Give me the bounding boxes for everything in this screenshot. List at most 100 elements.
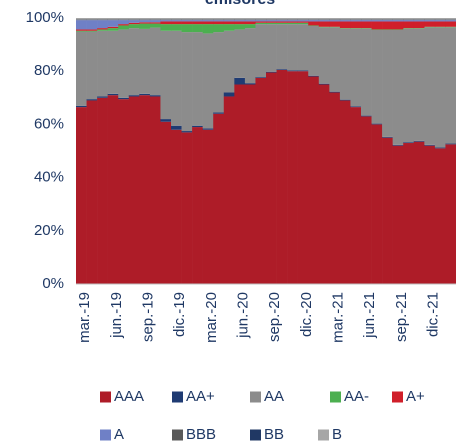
bar-segment bbox=[435, 27, 446, 147]
bar-segment bbox=[361, 21, 372, 28]
bar-segment bbox=[150, 20, 161, 21]
bar-segment bbox=[255, 20, 266, 21]
bar-segment bbox=[266, 20, 277, 21]
bar-segment bbox=[298, 21, 309, 22]
bar-segment bbox=[329, 18, 340, 19]
bar-segment bbox=[203, 33, 214, 128]
bar-segment bbox=[445, 20, 456, 21]
bar-segment bbox=[424, 27, 435, 28]
bar-segment bbox=[76, 32, 87, 106]
bar-segment bbox=[393, 18, 404, 19]
bar-segment bbox=[403, 21, 414, 28]
bar-segment bbox=[340, 28, 351, 29]
bar-segment bbox=[424, 18, 435, 19]
chart-title: emisores bbox=[205, 0, 275, 8]
bar-segment bbox=[382, 18, 393, 19]
bar-segment bbox=[350, 18, 361, 19]
bar-segment bbox=[393, 20, 404, 21]
bar-segment bbox=[308, 77, 319, 284]
bar-segment bbox=[203, 128, 214, 129]
bar-segment bbox=[424, 145, 435, 146]
bar-segment bbox=[308, 18, 319, 19]
bar-segment bbox=[445, 20, 456, 21]
bar-segment bbox=[160, 31, 171, 119]
bar-segment bbox=[255, 20, 266, 21]
bar-segment bbox=[277, 69, 288, 70]
legend-label: A bbox=[114, 426, 124, 442]
bar-segment bbox=[340, 20, 351, 21]
bar-segment bbox=[160, 122, 171, 284]
legend-label: AA+ bbox=[186, 388, 215, 405]
bar-segment bbox=[308, 76, 319, 77]
bar-segment bbox=[255, 78, 266, 284]
bar-segment bbox=[372, 124, 383, 284]
bar-segment bbox=[139, 20, 150, 22]
bar-segment bbox=[403, 29, 414, 143]
bar-segment bbox=[329, 27, 340, 28]
bar-segment bbox=[203, 24, 214, 33]
bar-segment bbox=[414, 20, 425, 21]
y-tick-label: 60% bbox=[34, 115, 64, 132]
bar-segment bbox=[445, 21, 456, 26]
bar-segment bbox=[350, 20, 361, 21]
bar-segment bbox=[192, 32, 203, 126]
bar-segment bbox=[361, 28, 372, 29]
bar-segment bbox=[445, 18, 456, 19]
legend-label: BBB bbox=[186, 426, 216, 442]
bar-segment bbox=[445, 27, 456, 143]
bar-segment bbox=[87, 32, 98, 100]
x-tick-label: dic.-20 bbox=[298, 292, 315, 337]
bar-segment bbox=[372, 29, 383, 30]
bar-segment bbox=[393, 29, 404, 30]
legend-swatch bbox=[250, 430, 261, 441]
bar-segment bbox=[203, 20, 214, 21]
bar-segment bbox=[361, 18, 372, 19]
bar-segment bbox=[213, 32, 224, 112]
bar-segment bbox=[108, 28, 119, 31]
bar-segment bbox=[87, 20, 98, 21]
bar-segment bbox=[224, 31, 235, 93]
bar-segment bbox=[403, 28, 414, 29]
bar-segment bbox=[319, 18, 330, 19]
bar-segment bbox=[287, 20, 298, 21]
bar-segment bbox=[266, 18, 277, 19]
bar-segment bbox=[361, 116, 372, 117]
bar-segment bbox=[266, 73, 277, 284]
bar-segment bbox=[182, 32, 193, 131]
bar-segment bbox=[266, 20, 277, 21]
bar-segment bbox=[129, 20, 140, 21]
bar-segment bbox=[182, 20, 193, 21]
bar-segment bbox=[435, 21, 446, 26]
bar-segment bbox=[435, 20, 446, 21]
bar-segment bbox=[255, 24, 266, 77]
bar-segment bbox=[234, 29, 245, 77]
bar-segment bbox=[192, 21, 203, 24]
bar-segment bbox=[372, 20, 383, 21]
bar-segment bbox=[224, 18, 235, 19]
legend-swatch bbox=[172, 392, 183, 403]
bar-segment bbox=[76, 20, 87, 21]
bar-segment bbox=[277, 18, 288, 19]
bar-segment bbox=[424, 21, 435, 26]
bar-segment bbox=[76, 106, 87, 107]
bar-segment bbox=[160, 21, 171, 24]
bar-segment bbox=[118, 99, 129, 284]
bar-segment bbox=[97, 29, 108, 30]
bar-segment bbox=[160, 20, 171, 21]
bar-segment bbox=[76, 29, 87, 30]
bar-segment bbox=[129, 96, 140, 284]
bar-segment bbox=[361, 29, 372, 116]
bar-segment bbox=[108, 18, 119, 19]
bar-segment bbox=[393, 30, 404, 145]
bar-segment bbox=[319, 21, 330, 26]
x-tick-label: jun.-20 bbox=[235, 292, 252, 339]
bar-segment bbox=[97, 20, 108, 28]
bar-segment bbox=[76, 31, 87, 32]
bar-segment bbox=[298, 18, 309, 19]
bar-segment bbox=[298, 71, 309, 284]
bar-segment bbox=[234, 78, 245, 85]
bar-segment bbox=[372, 30, 383, 124]
bar-segment bbox=[372, 20, 383, 21]
bar-segment bbox=[319, 27, 330, 28]
